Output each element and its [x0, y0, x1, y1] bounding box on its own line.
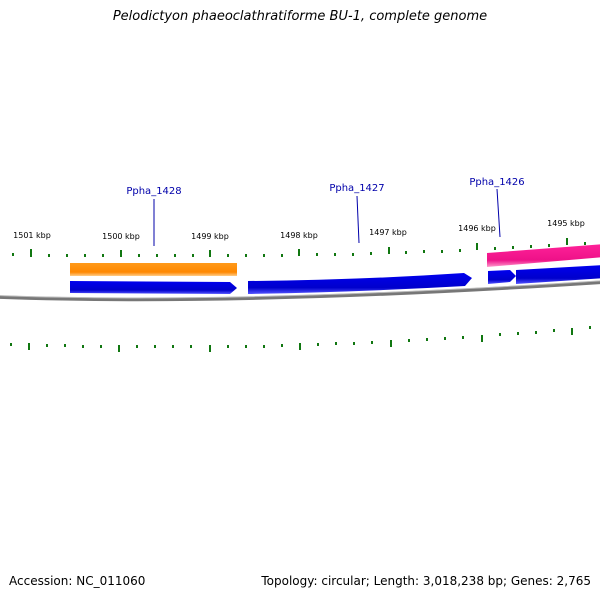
- kbp-label-1500: 1500 kbp: [102, 232, 140, 241]
- kbp-label-1496: 1496 kbp: [458, 224, 496, 233]
- gene-ppha-1428-arrow[interactable]: [70, 281, 237, 294]
- gene-pink-feature[interactable]: [487, 244, 600, 267]
- outer-tick-ring: [12, 238, 586, 257]
- kbp-label-1499: 1499 kbp: [191, 232, 229, 241]
- kbp-label-1495: 1495 kbp: [547, 219, 585, 228]
- genome-backbone-highlight: [0, 280, 600, 299]
- gene-label-ppha-1428[interactable]: Ppha_1428: [126, 186, 181, 197]
- kbp-label-1498: 1498 kbp: [280, 231, 318, 240]
- kbp-label-1497: 1497 kbp: [369, 228, 407, 237]
- ppha-1427-pointer: [356, 195, 360, 244]
- kbp-label-1501: 1501 kbp: [13, 231, 51, 240]
- map-title: Pelodictyon phaeoclathratiforme BU-1, co…: [112, 9, 488, 24]
- accession-label: Accession: NC_011060: [9, 574, 146, 588]
- inner-tick-ring: [10, 326, 591, 352]
- gene-orange-feature[interactable]: [70, 263, 237, 276]
- gene-label-ppha-1427[interactable]: Ppha_1427: [329, 183, 384, 194]
- gene-label-ppha-1426[interactable]: Ppha_1426: [469, 177, 524, 188]
- genome-backbone: [0, 280, 600, 302]
- gene-ppha-1426-arrow[interactable]: [516, 265, 600, 284]
- gene-small-arrow[interactable]: [488, 270, 516, 284]
- ppha-1426-pointer: [496, 188, 501, 238]
- gene-ppha-1427-arrow[interactable]: [248, 273, 472, 294]
- genome-stats-label: Topology: circular; Length: 3,018,238 bp…: [261, 574, 591, 588]
